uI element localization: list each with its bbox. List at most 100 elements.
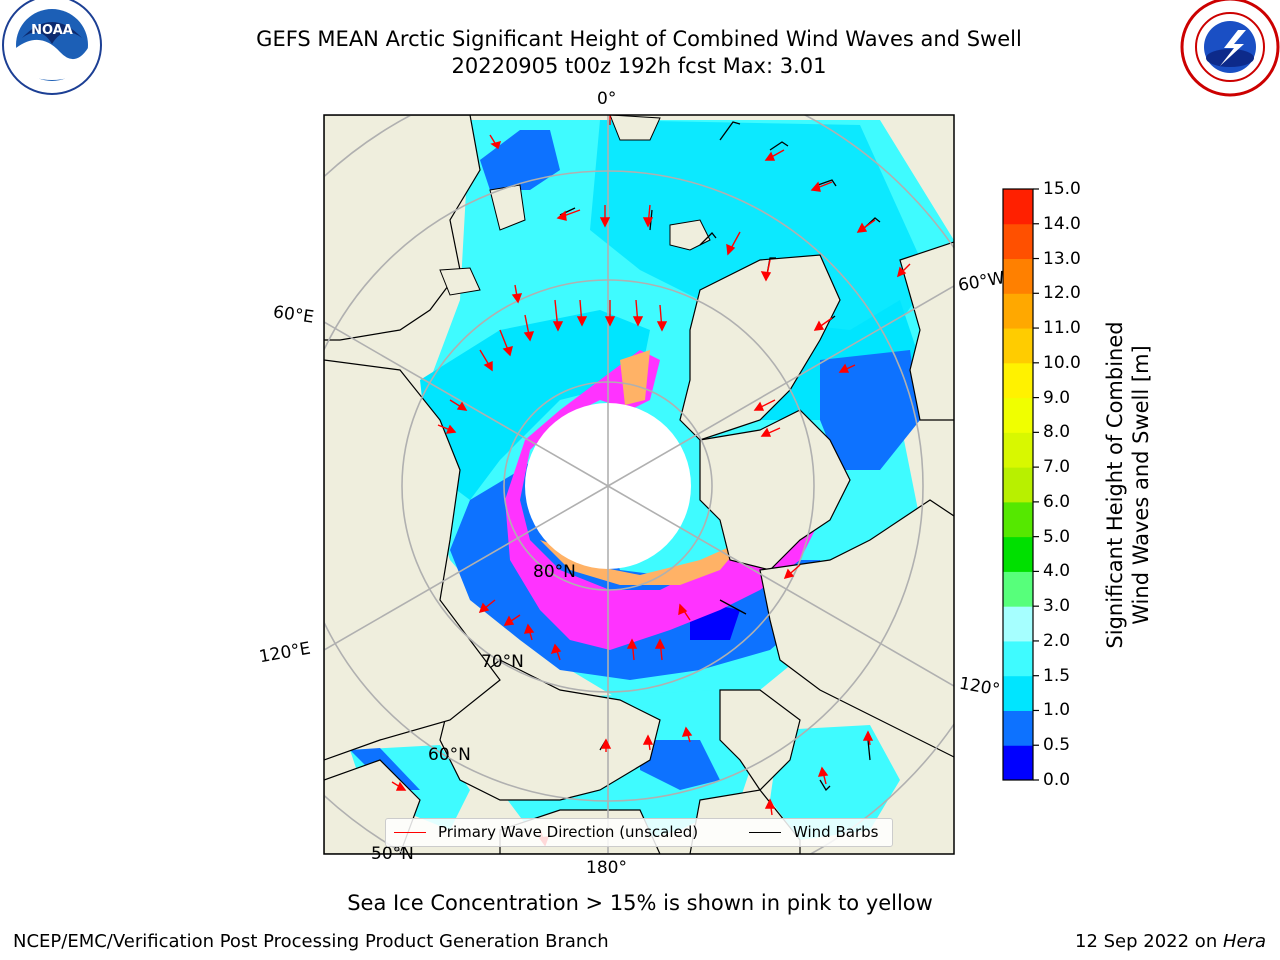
wave-arrow (437, 424, 457, 434)
colorbar-cell (1003, 293, 1033, 329)
wave-arrow (523, 314, 535, 342)
wave-arrow (479, 349, 493, 372)
wave-arrow (896, 263, 911, 278)
parallel-label-50: 50°N (371, 844, 414, 864)
colorbar-tick-label: 1.5 (1043, 665, 1071, 686)
legend-label-primary-wave: Primary Wave Direction (unscaled) (438, 823, 699, 841)
colorbar-cell (1003, 223, 1033, 260)
wave-arrow (753, 399, 776, 411)
colorbar-tick-label: 4.0 (1043, 561, 1071, 582)
wave-arrow (681, 726, 693, 743)
colorbar-tick-label: 13.0 (1043, 248, 1081, 269)
colorbar-tick-label: 8.0 (1043, 422, 1071, 443)
colorbar-cell (1003, 258, 1033, 294)
wave-arrow (764, 149, 785, 161)
noaa-logo: NOAA (2, 0, 102, 95)
colorbar-label-line-1: Significant Height of Combined (1103, 321, 1127, 649)
colorbar-cell (1003, 675, 1033, 711)
wave-arrow (576, 299, 588, 327)
colorbar-tick-label: 9.0 (1043, 387, 1071, 408)
colorbar-tick-label: 14.0 (1043, 213, 1081, 234)
wave-arrow (810, 181, 833, 192)
wave-arrow (654, 638, 666, 661)
colorbar-cell (1003, 328, 1033, 364)
wave-arrow (760, 259, 772, 282)
colorbar-cell (1003, 467, 1033, 503)
wave-arrow (838, 363, 856, 373)
colorbar-tick-label: 15.0 (1043, 179, 1081, 199)
wave-arrow (489, 134, 502, 150)
graticule (324, 115, 954, 854)
colorbar-tick-label: 6.0 (1043, 491, 1071, 512)
wave-arrow (556, 209, 581, 221)
title-line-2: 20220905 t00z 192h fcst Max: 3.01 (451, 54, 827, 78)
title-line-1: GEFS MEAN Arctic Significant Height of C… (256, 27, 1022, 51)
colorbar-cell (1003, 432, 1033, 468)
colorbar-label-line-2: Wind Waves and Swell [m] (1129, 345, 1153, 625)
wave-arrow (391, 781, 407, 791)
colorbar-label: Significant Height of Combined Wind Wave… (1102, 321, 1154, 648)
meridian-label-0: 0° (597, 89, 617, 109)
wave-arrow (503, 614, 521, 626)
colorbar-tick-label: 11.0 (1043, 318, 1081, 339)
footer-branch: NCEP/EMC/Verification Post Processing Pr… (13, 931, 609, 952)
wave-arrow (478, 599, 496, 614)
wave-arrow (783, 564, 801, 580)
north-america (759, 499, 954, 758)
colorbar-tick-label: 0.0 (1043, 770, 1071, 790)
noaa-logo-text: NOAA (31, 23, 73, 38)
colorbar-cell (1003, 536, 1033, 572)
colorbar-tick-label: 10.0 (1043, 352, 1081, 373)
meridian-label-180: 180° (586, 858, 627, 878)
parallel-label-60: 60°N (428, 745, 471, 765)
siberia-east (439, 659, 661, 801)
wave-arrow (813, 317, 833, 331)
sea-ice-edge (505, 350, 820, 650)
wave-arrow (626, 638, 638, 661)
footer-date-text: 12 Sep 2022 on (1075, 931, 1223, 952)
wave-arrow (760, 427, 781, 437)
colorbar-tick-label: 7.0 (1043, 457, 1071, 478)
wave-arrow (511, 284, 523, 304)
wave-arrow (764, 798, 776, 816)
alaska (719, 689, 801, 791)
wave-arrow (600, 738, 612, 752)
legend-item-primary-wave: Primary Wave Direction (unscaled) (394, 823, 698, 841)
wave-arrow (817, 766, 829, 785)
colorbar-tick-label: 2.0 (1043, 630, 1071, 651)
footer-host: Hera (1222, 931, 1266, 952)
wave-arrow (642, 734, 654, 751)
scandinavia (324, 115, 481, 341)
wave-arrow (856, 219, 876, 233)
colorbar-cell (1003, 710, 1033, 746)
parallel-label-70: 70°N (481, 652, 524, 672)
colorbar-cell (1003, 501, 1033, 538)
wave-arrow (552, 299, 564, 332)
colorbar-tick-label: 5.0 (1043, 526, 1071, 547)
colorbar-cell (1003, 640, 1033, 677)
map-panel (324, 115, 954, 854)
colorbar-cell (1003, 571, 1033, 607)
map-legend: Primary Wave Direction (unscaled) Wind B… (385, 818, 893, 847)
nws-logo (1180, 0, 1280, 97)
wave-arrow (862, 730, 874, 746)
footer-date: 12 Sep 2022 on Hera (1075, 931, 1266, 952)
colorbar-tick-label: 12.0 (1043, 283, 1081, 304)
wave-arrow (604, 300, 616, 327)
colorbar-tick-label: 3.0 (1043, 596, 1071, 617)
wave-arrow (449, 399, 468, 411)
wave-arrow (599, 205, 611, 228)
colorbar-cell (1003, 189, 1033, 225)
wave-arrow (499, 329, 513, 357)
siberia (324, 359, 501, 761)
sea-ice-caption: Sea Ice Concentration > 15% is shown in … (347, 891, 933, 915)
black-line-swatch-icon (749, 832, 781, 833)
colorbar-cell (1003, 745, 1033, 781)
colorbar-tick-label: 0.5 (1043, 735, 1071, 756)
parallel-label-80: 80°N (533, 562, 576, 582)
wave-arrow (678, 603, 691, 621)
colorbar-cell (1003, 362, 1033, 399)
colorbar-tick-label: 1.0 (1043, 700, 1071, 721)
legend-label-wind-barbs: Wind Barbs (793, 823, 879, 841)
